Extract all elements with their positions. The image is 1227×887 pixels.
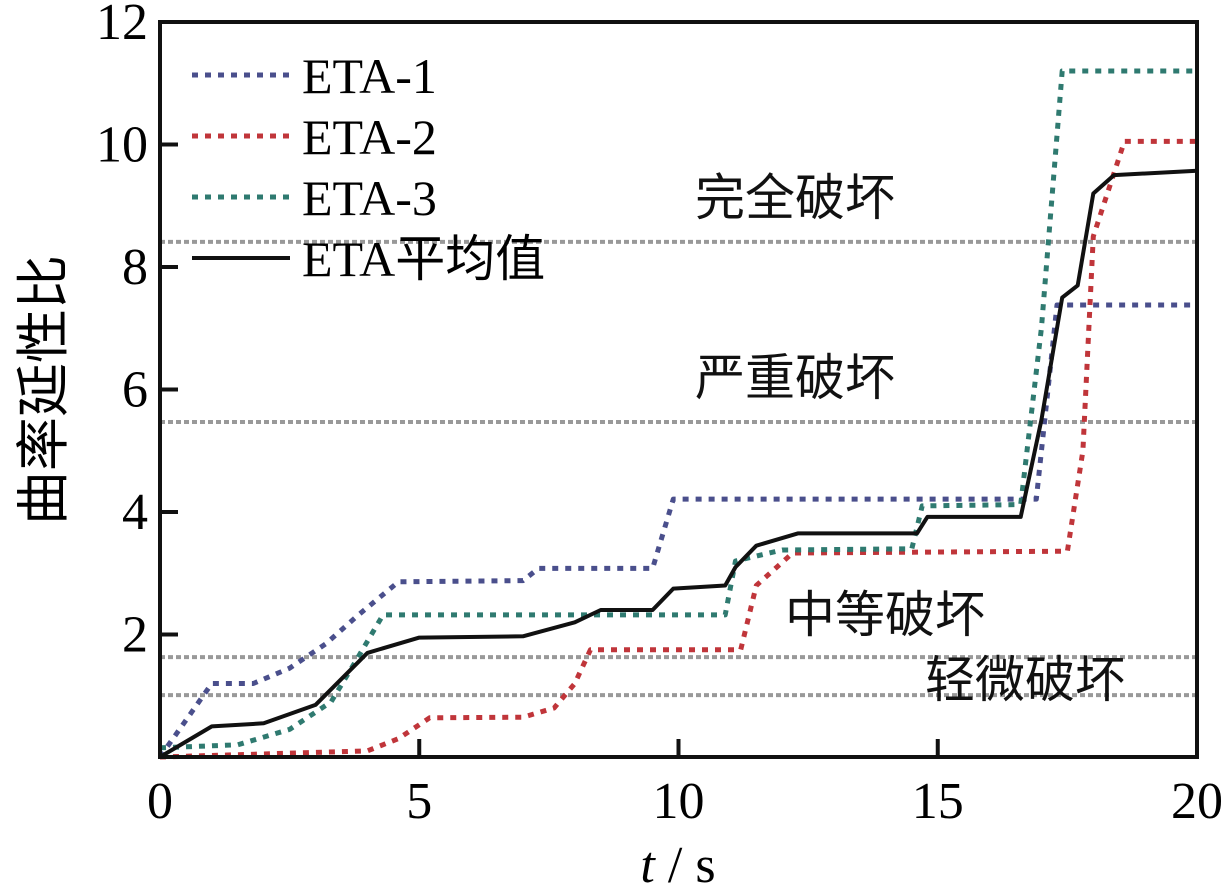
y-tick-label: 4 <box>122 484 148 541</box>
series-line-ETA-2 <box>159 138 1197 760</box>
x-tick-label: 0 <box>147 773 173 830</box>
x-axis-label: t / s <box>640 837 715 887</box>
legend-label: ETA-1 <box>302 48 437 104</box>
y-tick-label: 12 <box>96 0 148 51</box>
series-line-ETA-3 <box>159 68 1197 751</box>
x-tick-label: 10 <box>653 773 705 830</box>
threshold-label: 完全破坏 <box>695 170 895 226</box>
y-axis-label: 曲率延性比 <box>14 255 74 525</box>
y-tick-label: 2 <box>122 607 148 664</box>
y-tick-label: 8 <box>122 239 148 296</box>
x-tick-label: 5 <box>406 773 432 830</box>
legend-label: ETA-3 <box>302 170 437 226</box>
y-tick-label: 6 <box>122 362 148 419</box>
legend-label: ETA平均值 <box>302 231 545 287</box>
x-tick-label: 20 <box>1171 773 1223 830</box>
x-tick-label: 15 <box>912 773 964 830</box>
threshold-label: 严重破坏 <box>695 350 895 406</box>
y-tick-label: 10 <box>96 117 148 174</box>
legend-label: ETA-2 <box>302 109 437 165</box>
threshold-label: 轻微破坏 <box>925 652 1125 708</box>
series-line-ETA平均值 <box>158 168 1198 759</box>
threshold-label: 中等破坏 <box>785 587 985 643</box>
